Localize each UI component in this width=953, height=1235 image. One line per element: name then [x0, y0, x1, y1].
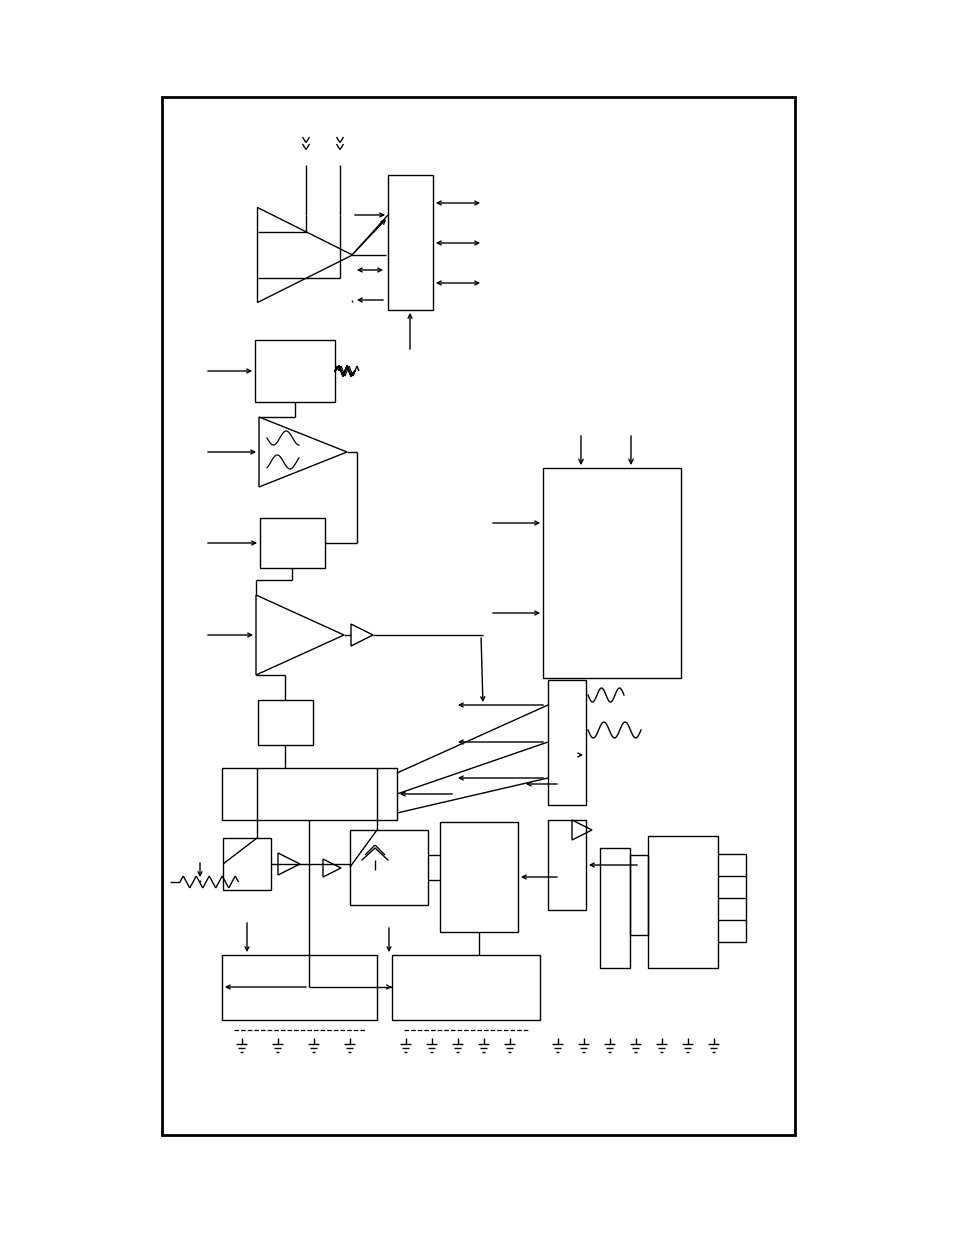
- Bar: [222, 955, 376, 1020]
- Bar: [257, 700, 313, 745]
- Bar: [547, 820, 585, 910]
- Bar: [547, 680, 585, 805]
- Bar: [260, 517, 325, 568]
- Bar: [392, 955, 539, 1020]
- Bar: [599, 848, 629, 968]
- Bar: [629, 855, 647, 935]
- Bar: [223, 839, 271, 890]
- Bar: [542, 468, 680, 678]
- Bar: [350, 830, 428, 905]
- Bar: [388, 175, 433, 310]
- Bar: [162, 98, 794, 1135]
- Bar: [254, 340, 335, 403]
- Bar: [222, 768, 396, 820]
- Bar: [439, 823, 517, 932]
- Bar: [647, 836, 718, 968]
